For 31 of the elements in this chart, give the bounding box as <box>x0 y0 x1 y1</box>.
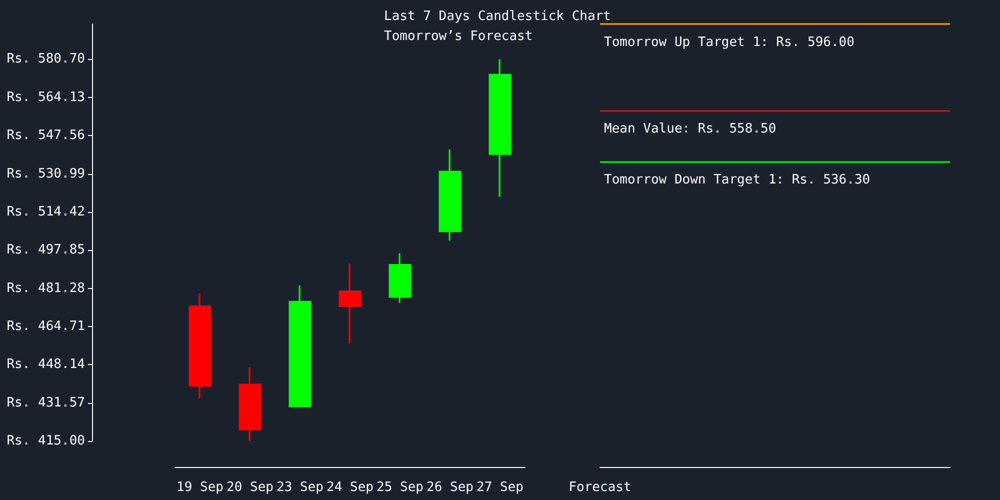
y-tick-label: Rs. 564.13 <box>6 90 85 105</box>
ref-line-label: Tomorrow Down Target 1: Rs. 536.30 <box>604 172 870 188</box>
x-tick-label: 23 Sep <box>276 480 324 495</box>
y-tick-label: Rs. 415.00 <box>6 434 85 448</box>
ref-line-label: Mean Value: Rs. 558.50 <box>604 121 776 136</box>
y-tick-label: Rs. 497.85 <box>6 242 85 258</box>
candlestick <box>488 58 512 198</box>
candlestick <box>338 262 362 344</box>
candlestick <box>438 148 462 242</box>
candlestick <box>388 252 412 304</box>
y-tick-label: Rs. 431.57 <box>6 395 85 410</box>
chart-subtitle: Tomorrow’s Forecast <box>384 29 533 44</box>
x-tick-label: 19 Sep <box>176 480 224 495</box>
y-tick-label: Rs. 448.14 <box>6 357 86 372</box>
candlestick <box>238 366 262 442</box>
x-tick-label: 26 Sep <box>426 480 474 495</box>
y-tick-label: Rs. 514.42 <box>6 204 85 220</box>
y-tick-label: Rs. 481.28 <box>6 280 85 296</box>
y-tick-label: Rs. 530.99 <box>6 166 85 182</box>
candlestick <box>288 284 312 408</box>
chart-title: Last 7 Days Candlestick Chart <box>384 9 611 24</box>
x-tick-label: 27 Sep <box>476 480 524 495</box>
y-tick-label: Rs. 547.56 <box>6 128 85 144</box>
y-tick-label: Rs. 580.70 <box>6 52 85 67</box>
y-tick-label: Rs. 464.71 <box>6 318 85 334</box>
x-tick-label: Forecast <box>568 480 632 495</box>
ref-line-label: Tomorrow Up Target 1: Rs. 596.00 <box>604 35 854 50</box>
x-tick-label: 20 Sep <box>226 480 274 495</box>
candlestick <box>188 292 212 400</box>
x-tick-label: 24 Sep <box>326 480 374 495</box>
x-tick-label: 25 Sep <box>376 480 424 495</box>
